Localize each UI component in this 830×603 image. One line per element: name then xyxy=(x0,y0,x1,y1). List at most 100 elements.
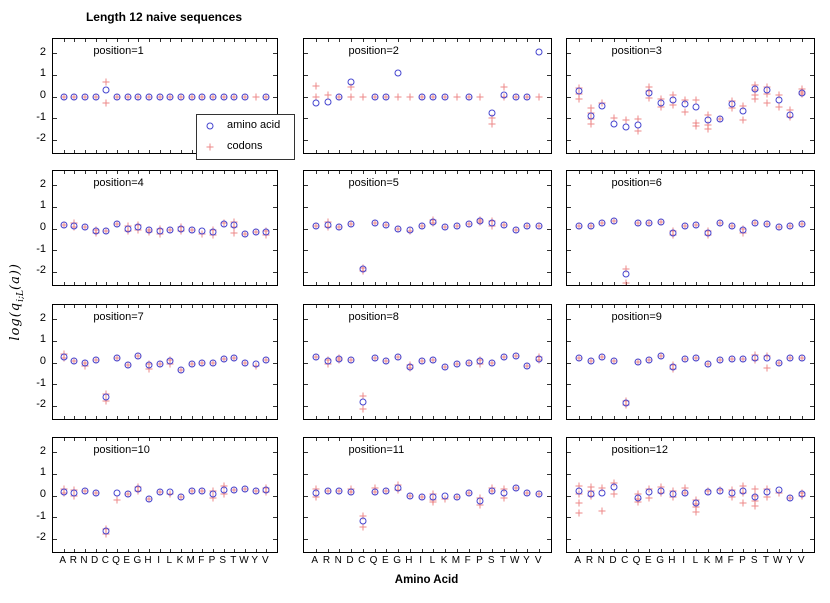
panel-position-4: position=4 xyxy=(52,170,278,286)
y-tick xyxy=(810,452,814,454)
x-tick-label: T xyxy=(499,555,506,566)
x-tick xyxy=(339,549,341,552)
amino-acid-marker xyxy=(523,489,531,497)
y-tick xyxy=(53,405,57,407)
y-tick-label: -2 xyxy=(36,132,46,145)
codon-marker xyxy=(394,93,402,101)
x-tick xyxy=(433,282,435,285)
codon-marker xyxy=(634,127,642,135)
amino-acid-marker xyxy=(716,115,724,123)
x-tick xyxy=(456,305,458,308)
x-tick xyxy=(684,39,686,42)
x-tick xyxy=(255,282,257,285)
codon-marker xyxy=(598,484,606,492)
y-tick xyxy=(304,139,308,141)
x-tick xyxy=(138,549,140,552)
y-tick xyxy=(547,362,551,364)
x-tick-label: A xyxy=(574,555,582,566)
x-tick xyxy=(802,171,804,174)
codon-marker xyxy=(347,83,355,91)
y-tick xyxy=(273,206,277,208)
codon-marker xyxy=(220,490,228,498)
amino-acid-marker xyxy=(230,486,238,494)
amino-acid-marker xyxy=(177,225,185,233)
x-tick xyxy=(170,438,172,441)
codon-marker xyxy=(610,490,618,498)
x-tick xyxy=(766,150,768,153)
y-tick xyxy=(567,53,571,55)
x-tick xyxy=(445,150,447,153)
x-tick xyxy=(708,549,710,552)
x-tick xyxy=(63,549,65,552)
x-tick xyxy=(625,171,627,174)
x-tick xyxy=(719,305,721,308)
x-tick xyxy=(456,171,458,174)
x-tick xyxy=(684,416,686,419)
amino-acid-marker xyxy=(324,357,332,365)
x-tick xyxy=(590,549,592,552)
panel-position-7: position=7 xyxy=(52,304,278,420)
amino-acid-marker xyxy=(394,225,402,233)
x-tick xyxy=(170,150,172,153)
amino-acid-marker xyxy=(145,93,153,101)
x-tick xyxy=(719,282,721,285)
amino-acid-marker xyxy=(535,355,543,363)
x-tick xyxy=(374,282,376,285)
amino-acid-marker xyxy=(382,487,390,495)
codon-marker xyxy=(575,509,583,517)
codon-marker xyxy=(587,104,595,112)
x-tick xyxy=(315,171,317,174)
panel-position-3: position=3 xyxy=(566,38,815,154)
x-tick xyxy=(386,282,388,285)
x-tick xyxy=(170,171,172,174)
amino-acid-marker xyxy=(512,226,520,234)
x-tick xyxy=(661,171,663,174)
x-tick xyxy=(315,150,317,153)
x-tick xyxy=(245,282,246,285)
amino-acid-marker xyxy=(775,96,783,104)
x-tick xyxy=(255,549,257,552)
amino-acid-marker xyxy=(476,357,484,365)
x-tick xyxy=(527,416,529,419)
codon-marker xyxy=(488,120,496,128)
y-tick xyxy=(304,452,308,454)
x-tick xyxy=(202,171,204,174)
amino-acid-marker xyxy=(751,354,759,362)
x-tick-label: Q xyxy=(369,555,378,566)
x-tick xyxy=(127,305,129,308)
x-tick xyxy=(696,282,698,285)
amino-acid-marker xyxy=(166,93,174,101)
x-tick xyxy=(625,305,627,308)
amino-acid-marker xyxy=(657,99,665,107)
y-tick xyxy=(810,495,814,497)
x-tick xyxy=(602,39,604,42)
amino-acid-marker xyxy=(798,89,806,97)
amino-acid-marker xyxy=(512,352,520,360)
x-tick-label: F xyxy=(727,555,734,566)
amino-acid-marker xyxy=(102,227,110,235)
amino-acid-marker xyxy=(763,220,771,228)
x-tick xyxy=(191,171,193,174)
amino-acid-marker xyxy=(465,489,473,497)
x-tick xyxy=(743,171,745,174)
x-tick xyxy=(503,282,505,285)
amino-acid-marker xyxy=(241,230,249,238)
amino-acid-marker xyxy=(657,218,665,226)
amino-acid-marker xyxy=(512,484,520,492)
codon-marker xyxy=(113,496,121,504)
x-tick xyxy=(213,39,214,42)
x-tick-label: W xyxy=(772,555,783,566)
x-tick xyxy=(339,171,341,174)
y-tick-label: -1 xyxy=(36,509,46,522)
x-tick xyxy=(266,416,268,419)
amino-acid-marker xyxy=(262,93,270,101)
y-tick xyxy=(567,340,571,342)
amino-acid-marker xyxy=(692,499,700,507)
y-tick xyxy=(547,473,551,475)
x-tick xyxy=(527,39,529,42)
panel-label: position=11 xyxy=(348,444,405,456)
x-tick xyxy=(445,39,447,42)
amino-acid-marker xyxy=(177,93,185,101)
amino-acid-marker xyxy=(124,93,132,101)
x-tick xyxy=(602,282,604,285)
